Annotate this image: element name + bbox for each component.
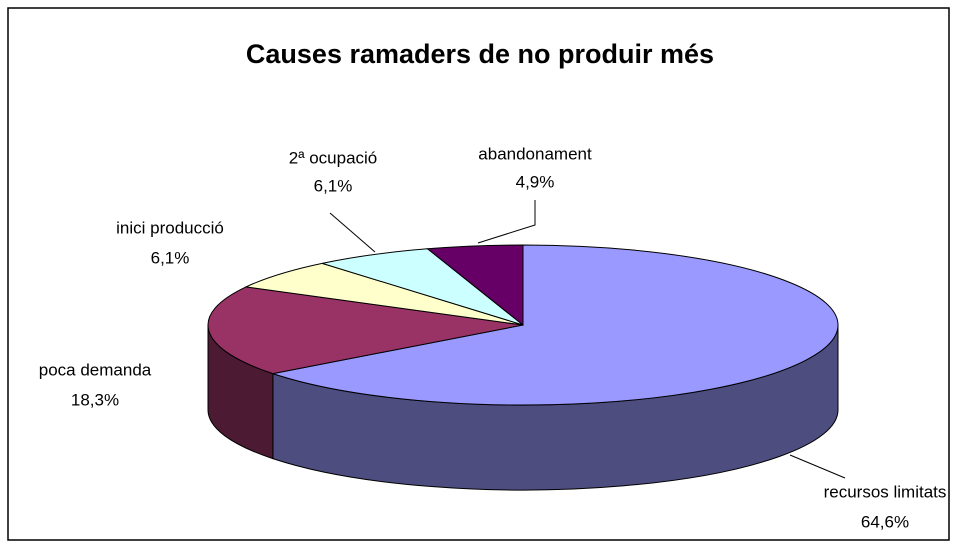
leader-line: [789, 454, 846, 479]
slice-label: recursos limitats: [824, 482, 947, 501]
slice-value-label: 6,1%: [151, 248, 190, 267]
slice-label: abandonament: [478, 144, 592, 163]
chart-title: Causes ramaders de no produir més: [246, 39, 714, 69]
slice: [207, 286, 524, 375]
slice-label: 2ª ocupació: [289, 148, 378, 167]
slice-value-label: 64,6%: [861, 512, 909, 531]
slice: [244, 262, 524, 326]
slice: [426, 244, 524, 327]
slice: [322, 248, 524, 326]
slice-value-label: 6,1%: [314, 176, 353, 195]
leader-line: [477, 200, 536, 244]
slice: [270, 244, 839, 406]
slice-value-label: 18,3%: [71, 390, 119, 409]
slice-value-label: 4,9%: [516, 172, 555, 191]
slice-label: inici producció: [116, 218, 224, 237]
slice-label: poca demanda: [39, 360, 152, 379]
leader-line: [329, 212, 376, 253]
